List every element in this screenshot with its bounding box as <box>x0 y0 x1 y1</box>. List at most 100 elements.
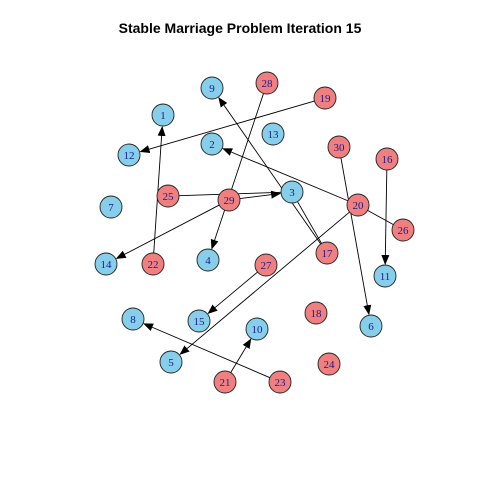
node-circle-1 <box>151 103 175 127</box>
node-label-21: 21 <box>220 377 231 389</box>
node-circle-18 <box>304 301 328 325</box>
node-6: 6 <box>359 314 383 338</box>
node-label-8: 8 <box>130 314 136 326</box>
node-label-5: 5 <box>168 357 174 369</box>
edge-21-10 <box>230 338 252 373</box>
node-5: 5 <box>159 350 183 374</box>
edge-22-1 <box>153 125 166 254</box>
node-15: 15 <box>187 309 211 333</box>
node-9: 9 <box>200 76 224 100</box>
edge-20-26 <box>367 209 394 226</box>
node-24: 24 <box>317 352 341 376</box>
node-26: 26 <box>391 218 415 242</box>
node-19: 19 <box>313 86 337 110</box>
node-circle-5 <box>159 350 183 374</box>
node-1: 1 <box>151 103 175 127</box>
edge-29-14 <box>115 204 220 259</box>
node-10: 10 <box>245 317 269 341</box>
diagram-title: Stable Marriage Problem Iteration 15 <box>118 20 362 36</box>
node-28: 28 <box>255 71 279 95</box>
node-7: 7 <box>99 195 123 219</box>
node-label-30: 30 <box>334 142 346 154</box>
node-circle-12 <box>117 143 141 167</box>
node-18: 18 <box>304 301 328 325</box>
node-circle-11 <box>373 264 397 288</box>
node-23: 23 <box>268 370 292 394</box>
node-11: 11 <box>373 264 397 288</box>
node-circle-27 <box>254 253 278 277</box>
node-label-26: 26 <box>398 225 410 237</box>
node-circle-6 <box>359 314 383 338</box>
node-20: 20 <box>346 193 370 217</box>
node-circle-4 <box>196 248 220 272</box>
node-circle-9 <box>200 76 224 100</box>
node-8: 8 <box>121 307 145 331</box>
node-circle-24 <box>317 352 341 376</box>
node-label-7: 7 <box>108 202 114 214</box>
node-circle-10 <box>245 317 269 341</box>
node-label-17: 17 <box>322 248 334 260</box>
node-label-22: 22 <box>148 259 159 271</box>
node-circle-14 <box>94 252 118 276</box>
edge-17-9 <box>218 97 322 245</box>
node-label-16: 16 <box>382 154 394 166</box>
node-3: 3 <box>280 180 304 204</box>
node-circle-23 <box>268 370 292 394</box>
node-circle-28 <box>255 71 279 95</box>
edge-30-6 <box>340 157 372 316</box>
node-circle-16 <box>375 147 399 171</box>
node-circle-2 <box>200 132 224 156</box>
edge-3-17 <box>297 201 322 244</box>
node-label-13: 13 <box>268 129 280 141</box>
node-27: 27 <box>254 253 278 277</box>
node-circle-30 <box>327 135 351 159</box>
node-circle-19 <box>313 86 337 110</box>
node-14: 14 <box>94 252 118 276</box>
node-17: 17 <box>315 241 339 265</box>
node-30: 30 <box>327 135 351 159</box>
node-label-2: 2 <box>209 139 215 151</box>
node-circle-8 <box>121 307 145 331</box>
node-22: 22 <box>141 252 165 276</box>
node-label-14: 14 <box>101 259 113 271</box>
node-13: 13 <box>261 122 285 146</box>
edge-29-3 <box>239 190 282 200</box>
node-label-12: 12 <box>124 150 135 162</box>
node-2: 2 <box>200 132 224 156</box>
node-circle-3 <box>280 180 304 204</box>
node-label-11: 11 <box>380 271 391 283</box>
node-label-1: 1 <box>160 110 166 122</box>
node-4: 4 <box>196 248 220 272</box>
node-circle-21 <box>213 370 237 394</box>
edge-27-15 <box>207 271 258 314</box>
node-label-3: 3 <box>289 187 295 199</box>
node-circle-13 <box>261 122 285 146</box>
node-circle-7 <box>99 195 123 219</box>
node-label-9: 9 <box>209 83 215 95</box>
edge-23-8 <box>143 323 271 379</box>
node-circle-17 <box>315 241 339 265</box>
node-label-27: 27 <box>261 260 273 272</box>
node-label-10: 10 <box>252 324 264 336</box>
node-25: 25 <box>156 184 180 208</box>
node-21: 21 <box>213 370 237 394</box>
node-label-20: 20 <box>353 200 365 212</box>
node-label-29: 29 <box>224 195 236 207</box>
node-circle-25 <box>156 184 180 208</box>
node-circle-26 <box>391 218 415 242</box>
edge-16-11 <box>381 169 390 266</box>
edge-20-5 <box>179 211 350 355</box>
node-label-4: 4 <box>205 255 211 267</box>
edge-19-12 <box>139 100 315 153</box>
node-label-28: 28 <box>262 78 274 90</box>
edge-28-4 <box>210 93 264 250</box>
node-29: 29 <box>217 188 241 212</box>
node-16: 16 <box>375 147 399 171</box>
node-circle-15 <box>187 309 211 333</box>
node-circle-20 <box>346 193 370 217</box>
node-label-25: 25 <box>163 191 175 203</box>
node-circle-22 <box>141 252 165 276</box>
node-label-19: 19 <box>320 93 332 105</box>
edge-20-2 <box>222 148 349 202</box>
node-label-24: 24 <box>324 359 336 371</box>
